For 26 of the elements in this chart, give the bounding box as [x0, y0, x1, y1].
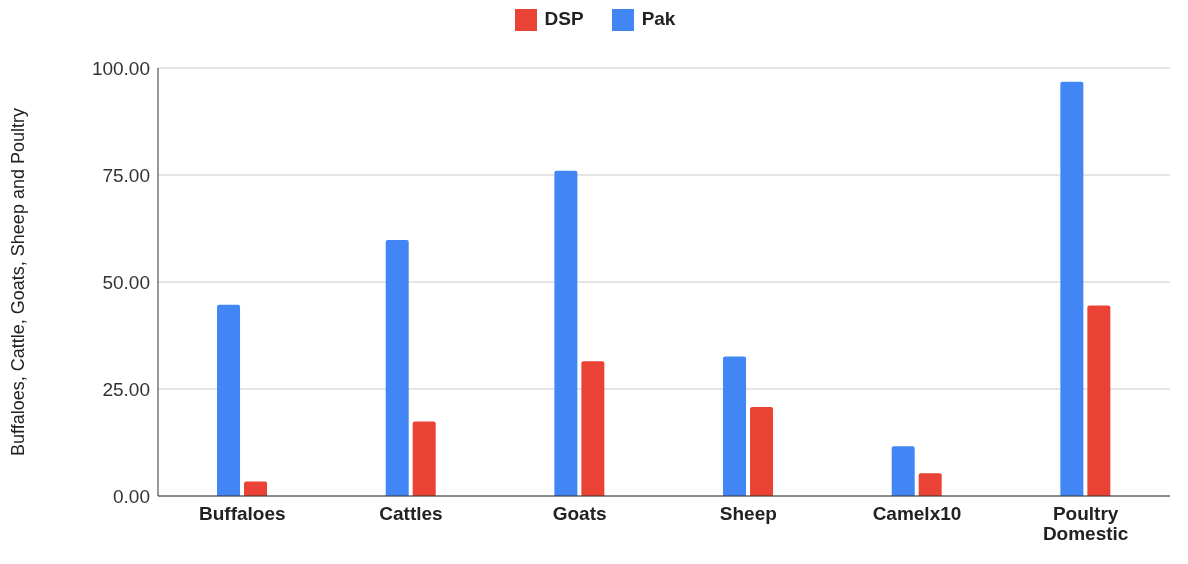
- x-tick-label: Buffaloes: [199, 503, 286, 524]
- bar: [1060, 81, 1084, 496]
- y-tick-label: 75.00: [102, 164, 150, 186]
- y-tick-label: 25.00: [102, 378, 150, 400]
- legend-label: DSP: [544, 8, 584, 29]
- y-tick-label: 100.00: [91, 57, 150, 79]
- bar: [217, 304, 241, 496]
- bar: [1087, 305, 1111, 496]
- y-tick-label: 0.00: [113, 485, 150, 507]
- x-tick-label: Poultry Domestic: [1042, 503, 1129, 544]
- y-tick-label: 50.00: [102, 271, 150, 293]
- bar: [581, 361, 605, 496]
- bar: [723, 356, 747, 496]
- x-tick-label: Camelx10: [872, 503, 962, 524]
- bar: [750, 406, 774, 496]
- bar: [385, 240, 409, 496]
- x-tick-label: Sheep: [719, 503, 777, 524]
- y-axis-title: Buffaloes, Cattle, Goats, Sheep and Poultry: [8, 108, 29, 456]
- bar: [891, 446, 915, 496]
- bar: [918, 473, 942, 496]
- bar: [554, 170, 578, 496]
- legend-label: Pak: [641, 8, 676, 29]
- x-tick-label: Cattles: [379, 503, 443, 524]
- bar: [244, 481, 268, 496]
- bar: [412, 421, 436, 496]
- x-tick-label: Goats: [552, 503, 607, 524]
